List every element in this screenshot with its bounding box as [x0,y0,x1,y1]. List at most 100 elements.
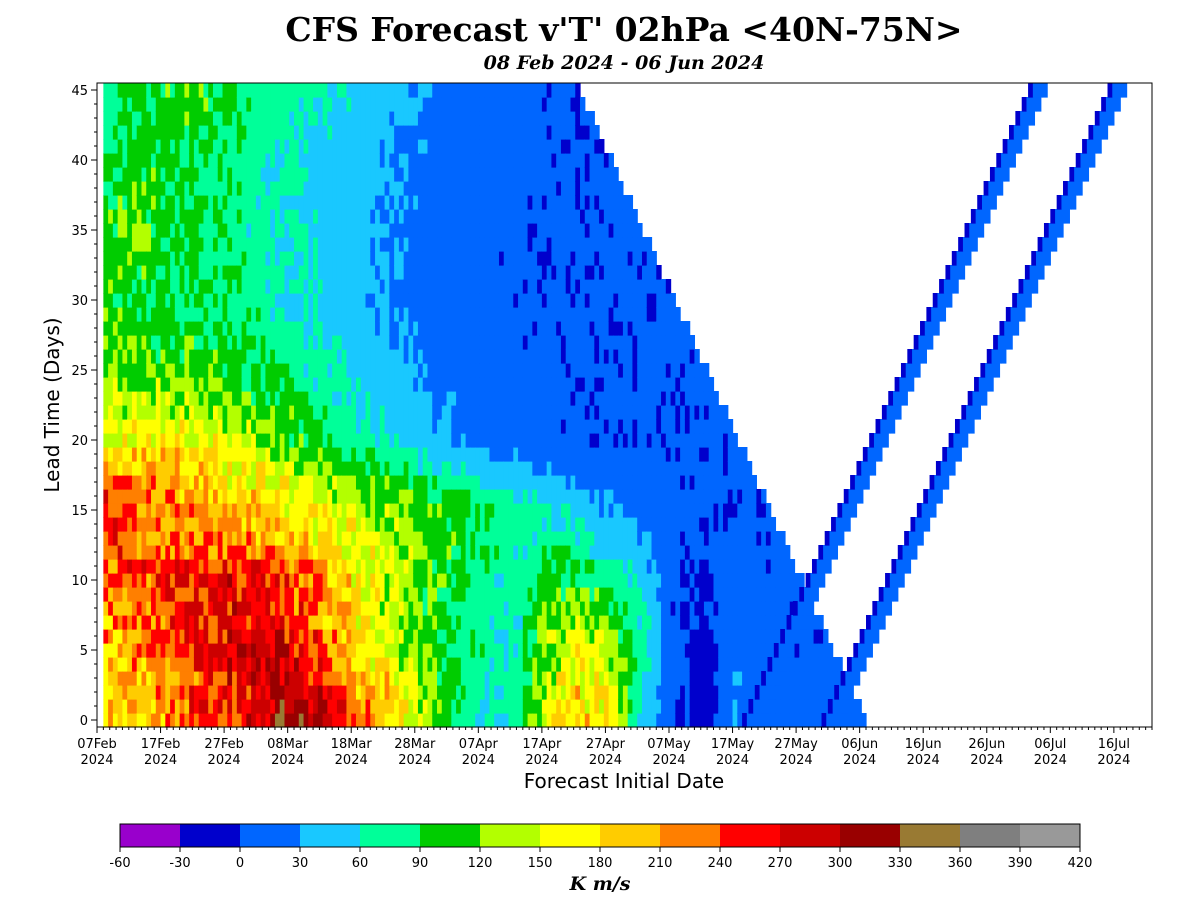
heatmap-cell [532,405,538,420]
heatmap-cell [475,447,481,462]
heatmap-cell [313,251,319,266]
heatmap-cell [212,503,219,518]
heatmap-cell [174,615,181,630]
heatmap-cell [375,475,381,490]
heatmap-cell [155,461,162,476]
heatmap-cell [151,503,157,518]
heatmap-cell [489,293,495,308]
heatmap-cell [608,503,614,518]
heatmap-cell [265,293,271,308]
heatmap-cell [127,335,133,350]
heatmap-cell [437,321,443,336]
heatmap-cell [313,433,319,448]
heatmap-cell [403,237,410,252]
heatmap-cell [232,223,238,238]
heatmap-cell [580,713,586,728]
heatmap-cell [503,573,510,588]
heatmap-cell [193,251,200,266]
heatmap-cell [513,125,519,140]
heatmap-cell [303,83,309,98]
heatmap-cell [594,349,600,364]
heatmap-cell [618,405,624,420]
heatmap-cell [522,363,529,378]
heatmap-cell [127,517,133,532]
heatmap-cell [456,391,462,406]
heatmap-cell [570,111,576,126]
heatmap-cell [518,531,524,546]
heatmap-cell [146,195,152,210]
heatmap-cell [413,531,419,546]
heatmap-cell [208,559,214,574]
heatmap-cell [103,391,109,406]
heatmap-cell [112,223,119,238]
heatmap-cell [537,559,543,574]
heatmap-cell [527,573,533,588]
heatmap-cell [179,447,185,462]
heatmap-cell [193,335,200,350]
heatmap-cell [580,265,586,280]
heatmap-cell [494,279,500,294]
heatmap-cell [570,97,576,112]
heatmap-cell [546,139,553,154]
heatmap-cell [537,83,543,98]
heatmap-cell [203,181,209,196]
heatmap-cell [112,405,119,420]
heatmap-cell [513,349,519,364]
heatmap-cell [417,377,424,392]
heatmap-cell [198,363,205,378]
heatmap-cell [437,447,443,462]
heatmap-cell [427,181,433,196]
heatmap-cell [155,349,162,364]
heatmap-cell [274,699,281,714]
heatmap-cell [541,139,548,154]
heatmap-cell [484,545,491,560]
heatmap-cell [131,349,138,364]
heatmap-cell [232,573,238,588]
heatmap-cell [546,517,553,532]
heatmap-cell [251,321,257,336]
heatmap-cell [174,279,181,294]
heatmap-cell [131,83,138,98]
heatmap-cell [189,125,195,140]
heatmap-cell [432,265,438,280]
heatmap-cell [479,391,486,406]
heatmap-cell [146,489,152,504]
heatmap-cell [570,629,576,644]
heatmap-cell [151,209,157,224]
heatmap-cell [508,111,514,126]
heatmap-cell [537,363,543,378]
heatmap-cell [179,363,185,378]
heatmap-cell [565,97,572,112]
heatmap-cell [546,405,553,420]
heatmap-cell [599,139,605,154]
heatmap-cell [313,349,319,364]
heatmap-cell [560,321,567,336]
heatmap-cell [460,657,467,672]
heatmap-cell [389,111,395,126]
heatmap-cell [441,335,448,350]
heatmap-cell [489,335,495,350]
heatmap-cell [565,433,572,448]
heatmap-cell [575,251,581,266]
heatmap-cell [589,489,595,504]
heatmap-cell [289,573,295,588]
heatmap-cell [589,671,595,686]
heatmap-cell [346,447,352,462]
heatmap-cell [494,713,500,728]
heatmap-cell [303,349,309,364]
heatmap-cell [355,181,362,196]
heatmap-cell [394,671,400,686]
heatmap-cell [151,251,157,266]
heatmap-cell [279,377,286,392]
heatmap-cell [384,671,390,686]
heatmap-cell [594,209,600,224]
heatmap-cell [570,573,576,588]
heatmap-cell [465,657,471,672]
heatmap-cell [298,307,305,322]
heatmap-cell [160,629,166,644]
heatmap-cell [212,237,219,252]
heatmap-cell [222,699,228,714]
heatmap-cell [127,433,133,448]
heatmap-cell [241,237,247,252]
heatmap-cell [146,167,152,182]
